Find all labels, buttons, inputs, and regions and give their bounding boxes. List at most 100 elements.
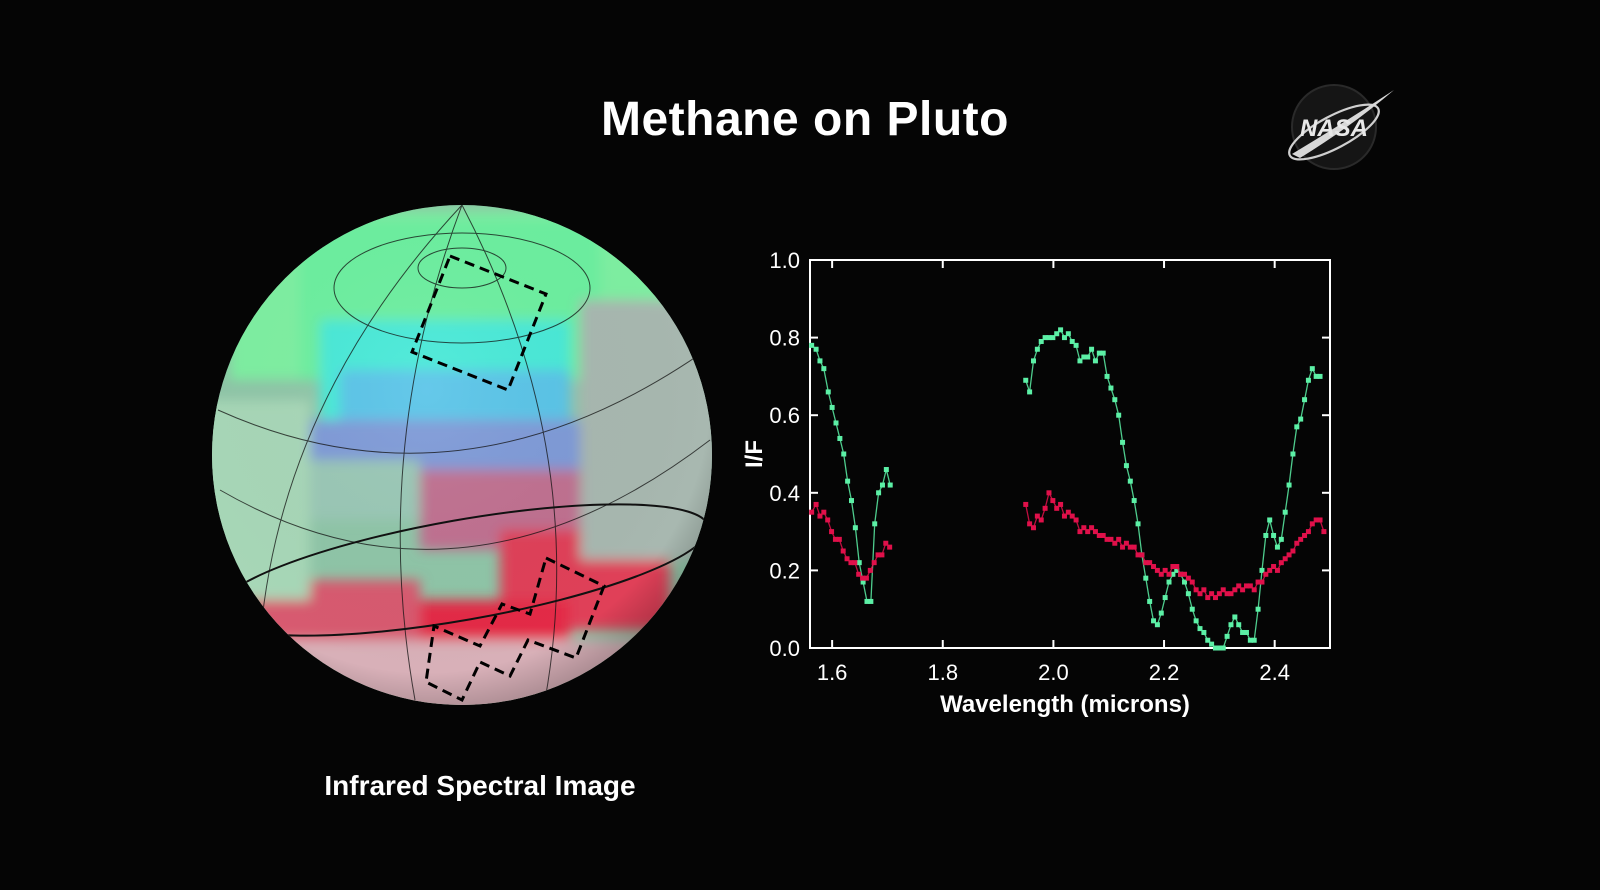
series-1-point <box>1166 571 1172 577</box>
series-1-point <box>829 529 835 535</box>
series-0-point <box>1061 335 1067 341</box>
series-1-point <box>1236 583 1242 589</box>
series-0-point <box>1174 567 1180 573</box>
series-1-point <box>1027 521 1033 527</box>
series-0-point <box>876 490 882 496</box>
series-0-point <box>1209 641 1215 647</box>
series-0-point <box>1054 331 1060 337</box>
series-0-point <box>1023 377 1029 383</box>
series-1-point <box>1267 567 1273 573</box>
series-0-point <box>1255 606 1261 612</box>
series-1-point <box>1108 536 1114 542</box>
series-1-point <box>1034 513 1040 519</box>
series-1-point <box>1243 583 1249 589</box>
series-0-point <box>1271 532 1277 538</box>
series-0-point <box>1147 598 1153 604</box>
series-1-point <box>1220 587 1226 593</box>
series-1-point <box>848 560 854 566</box>
series-0-line-1 <box>1025 328 1320 649</box>
series-0-point <box>1158 610 1164 616</box>
y-tick-label: 0.8 <box>769 326 800 351</box>
series-0-point <box>1170 571 1176 577</box>
series-1-point <box>883 540 889 546</box>
series-1-point <box>863 575 869 581</box>
series-1-point <box>1147 560 1153 566</box>
series-1-point <box>1290 548 1296 554</box>
x-tick-label: 1.8 <box>927 660 958 685</box>
series-0-point <box>1085 354 1091 360</box>
series-1-point <box>1212 595 1218 601</box>
series-1-point <box>1263 571 1269 577</box>
series-1-point <box>1193 587 1199 593</box>
series-0-point <box>1096 350 1102 356</box>
series-1-point <box>1162 567 1168 573</box>
series-0-point <box>1116 412 1122 418</box>
series-1-point <box>1178 571 1184 577</box>
series-1-point <box>1030 525 1036 531</box>
series-0-point <box>1236 622 1242 628</box>
series-1-point <box>817 513 823 519</box>
series-1-point <box>1201 587 1207 593</box>
series-1-point <box>1286 552 1292 558</box>
series-0-point <box>825 389 831 395</box>
planet-spectral-image <box>212 205 712 705</box>
series-1-point <box>1189 579 1195 585</box>
series-1-point <box>1038 517 1044 523</box>
series-0-point <box>837 435 843 441</box>
series-1-point <box>1255 579 1261 585</box>
series-1-point <box>1251 587 1257 593</box>
series-1-point <box>1058 501 1064 507</box>
series-1-point <box>1139 552 1145 558</box>
series-0-point <box>1286 482 1292 488</box>
series-1-point <box>844 556 850 562</box>
series-1-point <box>1089 525 1095 531</box>
series-1-point <box>1158 571 1164 577</box>
series-0-point <box>1065 331 1071 337</box>
series-0-point <box>1201 629 1207 635</box>
series-1-point <box>1197 591 1203 597</box>
x-tick-label: 1.6 <box>817 660 848 685</box>
series-0-point <box>1131 498 1137 504</box>
series-0-point <box>1042 335 1048 341</box>
series-0-point <box>1069 338 1075 344</box>
series-1-point <box>1313 517 1319 523</box>
series-1-point <box>836 536 842 542</box>
series-1-point <box>1305 529 1311 535</box>
plot-frame <box>809 259 1331 649</box>
series-0-point <box>864 598 870 604</box>
series-0-point <box>1027 389 1033 395</box>
series-0-point <box>1034 346 1040 352</box>
series-1-point <box>1282 556 1288 562</box>
series-0-point <box>1193 618 1199 624</box>
series-0-point <box>1154 622 1160 628</box>
series-0-point <box>1232 614 1238 620</box>
series-1-point <box>1081 525 1087 531</box>
series-1-point <box>1185 575 1191 581</box>
series-0-point <box>1089 346 1095 352</box>
y-tick-label: 0.6 <box>769 403 800 428</box>
series-1-point <box>1054 505 1060 511</box>
series-1-point <box>1216 591 1222 597</box>
series-0-point <box>1305 377 1311 383</box>
series-1-point <box>856 571 862 577</box>
series-0-point <box>833 420 839 426</box>
series-1-point <box>1096 532 1102 538</box>
page-title: Methane on Pluto <box>601 93 1009 146</box>
series-1-point <box>1100 532 1106 538</box>
series-0-point <box>1127 478 1133 484</box>
series-1-point <box>1127 544 1133 550</box>
methane-spectrum-chart: 1.6 1.8 2.0 2.2 2.4 0.0 0.2 0.4 0.6 0.8 1.0 Wavelen… <box>741 248 1331 718</box>
image-caption: Infrared Spectral Image <box>324 770 636 801</box>
series-0-point <box>1243 629 1249 635</box>
series-0-point <box>887 482 893 488</box>
series-1-point <box>1131 544 1137 550</box>
series-0-point <box>829 404 835 410</box>
y-tick-label: 1.0 <box>769 248 800 273</box>
series-1-point <box>825 517 831 523</box>
series-0-point <box>841 451 847 457</box>
series-1-point <box>1143 560 1149 566</box>
series-1-point <box>1298 536 1304 542</box>
series-0-point <box>852 525 858 531</box>
series-0-point <box>1298 416 1304 422</box>
series-0-point <box>848 498 854 504</box>
